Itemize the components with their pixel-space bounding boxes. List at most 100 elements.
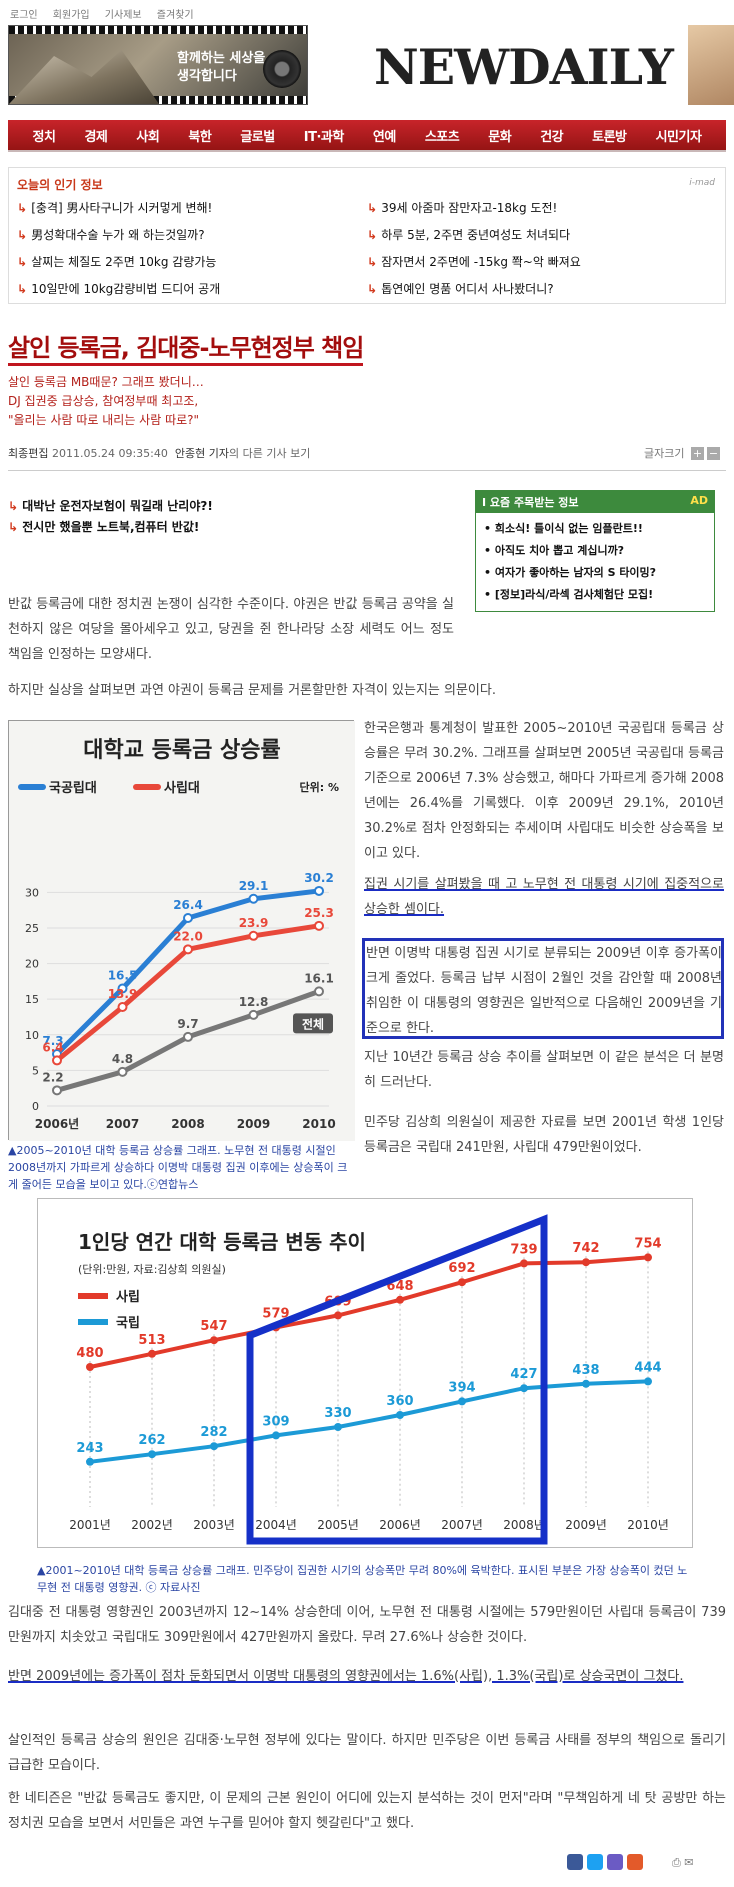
featured-item[interactable]: 희소식! 틀이식 없는 임플란트!! <box>484 518 706 540</box>
data-label: 394 <box>448 1380 475 1395</box>
data-label: 29.1 <box>239 879 269 893</box>
reporter-more-link[interactable]: 의 다른 기사 보기 <box>228 447 311 460</box>
data-point <box>334 1311 342 1320</box>
data-label: 9.7 <box>177 1017 198 1031</box>
nav-health[interactable]: 건강 <box>540 129 564 145</box>
x-tick-label: 2002년 <box>131 1518 173 1532</box>
data-label: 513 <box>138 1333 165 1348</box>
data-point <box>117 1066 128 1077</box>
popular-heading: 오늘의 인기 정보 <box>17 178 103 192</box>
popular-item[interactable]: [충격] 男사타구니가 시커멓게 변해! <box>17 198 367 218</box>
meta-prefix: 최종편집 <box>8 447 49 460</box>
data-point <box>117 1002 128 1013</box>
nav-society[interactable]: 사회 <box>136 129 160 145</box>
x-tick-label: 2006년 <box>379 1518 421 1532</box>
chart1-caption: ▲2005~2010년 대학 등록금 상승률 그래프. 노무현 전 대통령 시절… <box>8 1144 348 1191</box>
x-tick-label: 2006년 <box>35 1117 79 1131</box>
data-point <box>644 1253 652 1262</box>
data-label: 243 <box>76 1441 103 1456</box>
paragraph: 한국은행과 통계청이 발표한 2005~2010년 국공립대 등록금 상승률은 … <box>364 721 724 861</box>
tuition-rate-chart: 대학교 등록금 상승률 단위: % 국공립대 사립대 0 5 10 15 20 25 30 2006년… <box>8 720 355 1141</box>
data-label: 4.8 <box>112 1052 133 1066</box>
nav-northkorea[interactable]: 북한 <box>188 129 212 145</box>
featured-item[interactable]: [정보]라식/라섹 검사체험단 모집! <box>484 584 706 606</box>
data-point <box>644 1377 652 1386</box>
series-tag-bg <box>293 1013 333 1034</box>
nav-forum[interactable]: 토론방 <box>592 129 627 145</box>
legend-label: 사립 <box>116 1289 140 1305</box>
featured-list: 희소식! 틀이식 없는 임플란트!! 아직도 치아 뽑고 계십니까? 여자가 좋… <box>476 513 714 611</box>
series-tag: 전체 <box>302 1016 324 1031</box>
series-line <box>89 1255 649 1369</box>
popular-item[interactable]: 10일만에 10kg감량비법 드디어 공개 <box>17 279 367 299</box>
x-tick-label: 2005년 <box>317 1518 359 1532</box>
popular-info-box: 오늘의 인기 정보 i-mad [충격] 男사타구니가 시커멓게 변해! 39세… <box>8 167 726 304</box>
x-tick-label: 2004년 <box>255 1518 297 1532</box>
paragraph: 한 네티즌은 "반값 등록금도 좋지만, 이 문제의 근본 원인이 어디에 있는… <box>8 1791 726 1831</box>
twitter-icon[interactable] <box>587 1854 603 1870</box>
data-label: 742 <box>572 1241 599 1256</box>
nav-entertainment[interactable]: 연예 <box>372 129 396 145</box>
wheel-icon <box>263 50 301 88</box>
related-link[interactable]: 전시만 했을뿐 노트북,컴퓨터 반값! <box>8 517 213 538</box>
plus-icon[interactable]: + <box>691 447 704 460</box>
nav-culture[interactable]: 문화 <box>488 129 512 145</box>
popular-item[interactable]: 톱연예인 명품 어디서 사나봤더니? <box>367 279 717 299</box>
paragraph: 민주당 김상희 의원실이 제공한 자료를 보면 2001년 학생 1인당 등록금… <box>364 1115 724 1155</box>
cyworld-icon[interactable] <box>627 1854 643 1870</box>
featured-head: I 요즘 주목받는 정보 AD <box>476 491 714 513</box>
nav-global[interactable]: 글로벌 <box>240 129 275 145</box>
nav-politics[interactable]: 정치 <box>32 129 56 145</box>
paragraph: 지난 10년간 등록금 상승 추이를 살펴보면 이 같은 분석은 더 분명히 드… <box>364 1050 724 1090</box>
popular-item[interactable]: 男성확대수술 누가 왜 하는것일까? <box>17 225 367 245</box>
y-tick-label: 5 <box>32 1064 39 1077</box>
x-tick-label: 2003년 <box>193 1518 235 1532</box>
data-label: 13.9 <box>108 987 138 1001</box>
login-link[interactable]: 로그인 <box>10 10 38 21</box>
print-email-icons[interactable]: ⎙ ✉ <box>672 1856 694 1869</box>
legend-label: 사립대 <box>164 780 200 796</box>
article-date: 2011.05.24 09:35:40 <box>51 447 168 460</box>
featured-item[interactable]: 여자가 좋아하는 남자의 S 타이밍? <box>484 562 706 584</box>
data-point <box>334 1423 342 1431</box>
site-logo[interactable]: NEWDAILY <box>374 38 674 96</box>
minus-icon[interactable]: − <box>707 447 720 460</box>
data-label: 30.2 <box>304 871 334 885</box>
x-tick-label: 2010년 <box>627 1518 669 1532</box>
data-label: 360 <box>386 1394 413 1409</box>
nav-citizen-reporter[interactable]: 시민기자 <box>655 129 702 145</box>
data-point <box>458 1278 466 1287</box>
popular-item[interactable]: 살찌는 체질도 2주면 10kg 감량가능 <box>17 252 367 272</box>
popular-item[interactable]: 39세 아줌마 잠만자고-18kg 도전! <box>367 198 717 218</box>
popular-item[interactable]: 하루 5분, 2주면 중년여성도 처녀되다 <box>367 225 717 245</box>
popular-item[interactable]: 잠자면서 2주면에 -15kg 쫙~악 빠져요 <box>367 252 717 272</box>
signup-link[interactable]: 회원가입 <box>52 10 90 21</box>
popular-list: [충격] 男사타구니가 시커멓게 변해! 39세 아줌마 잠만자고-18kg 도… <box>17 198 717 299</box>
bookmark-link[interactable]: 즐겨찾기 <box>156 10 194 21</box>
campaign-banner[interactable]: 함께하는 세상을 생각합니다 <box>8 25 308 105</box>
side-ad-photo[interactable] <box>688 25 734 105</box>
data-point <box>582 1258 590 1267</box>
mountain-photo <box>9 50 159 104</box>
paragraph: 살인적인 등록금 상승의 원인은 김대중·노무현 정부에 있다는 말이다. 하지… <box>8 1733 726 1773</box>
related-link[interactable]: 대박난 운전자보험이 뭐길래 난리야?! <box>8 496 213 517</box>
article-subtitle: 살인 등록금 MB때문? 그래프 봤더니… DJ 집권중 급상승, 참여정부때 … <box>8 375 204 427</box>
data-label: 692 <box>448 1261 475 1276</box>
nav-sports[interactable]: 스포츠 <box>424 129 460 145</box>
nav-it-science[interactable]: IT·과학 <box>303 129 345 145</box>
featured-item[interactable]: 아직도 치아 뽑고 계십니까? <box>484 540 706 562</box>
reporter-name[interactable]: 안종현 기자 <box>174 447 229 460</box>
x-tick-label: 2007년 <box>441 1518 483 1532</box>
tuition-amount-chart: 1인당 연간 대학 등록금 변동 추이 (단위:만원, 자료:김상희 의원실) 사립… <box>37 1198 693 1548</box>
highlighted-paragraph: 반면 2009년에는 증가폭이 점차 둔화되면서 이명박 대통령의 영향권에서는… <box>8 1669 684 1684</box>
me2day-icon[interactable] <box>607 1854 623 1870</box>
data-point <box>582 1379 590 1388</box>
data-label: 444 <box>634 1360 661 1375</box>
tip-link[interactable]: 기사제보 <box>104 10 142 21</box>
data-point <box>314 885 324 896</box>
nav-economy[interactable]: 경제 <box>84 129 108 145</box>
facebook-icon[interactable] <box>567 1854 583 1870</box>
data-label: 480 <box>76 1346 103 1361</box>
data-point <box>86 1457 94 1466</box>
data-label: 23.9 <box>239 916 269 930</box>
